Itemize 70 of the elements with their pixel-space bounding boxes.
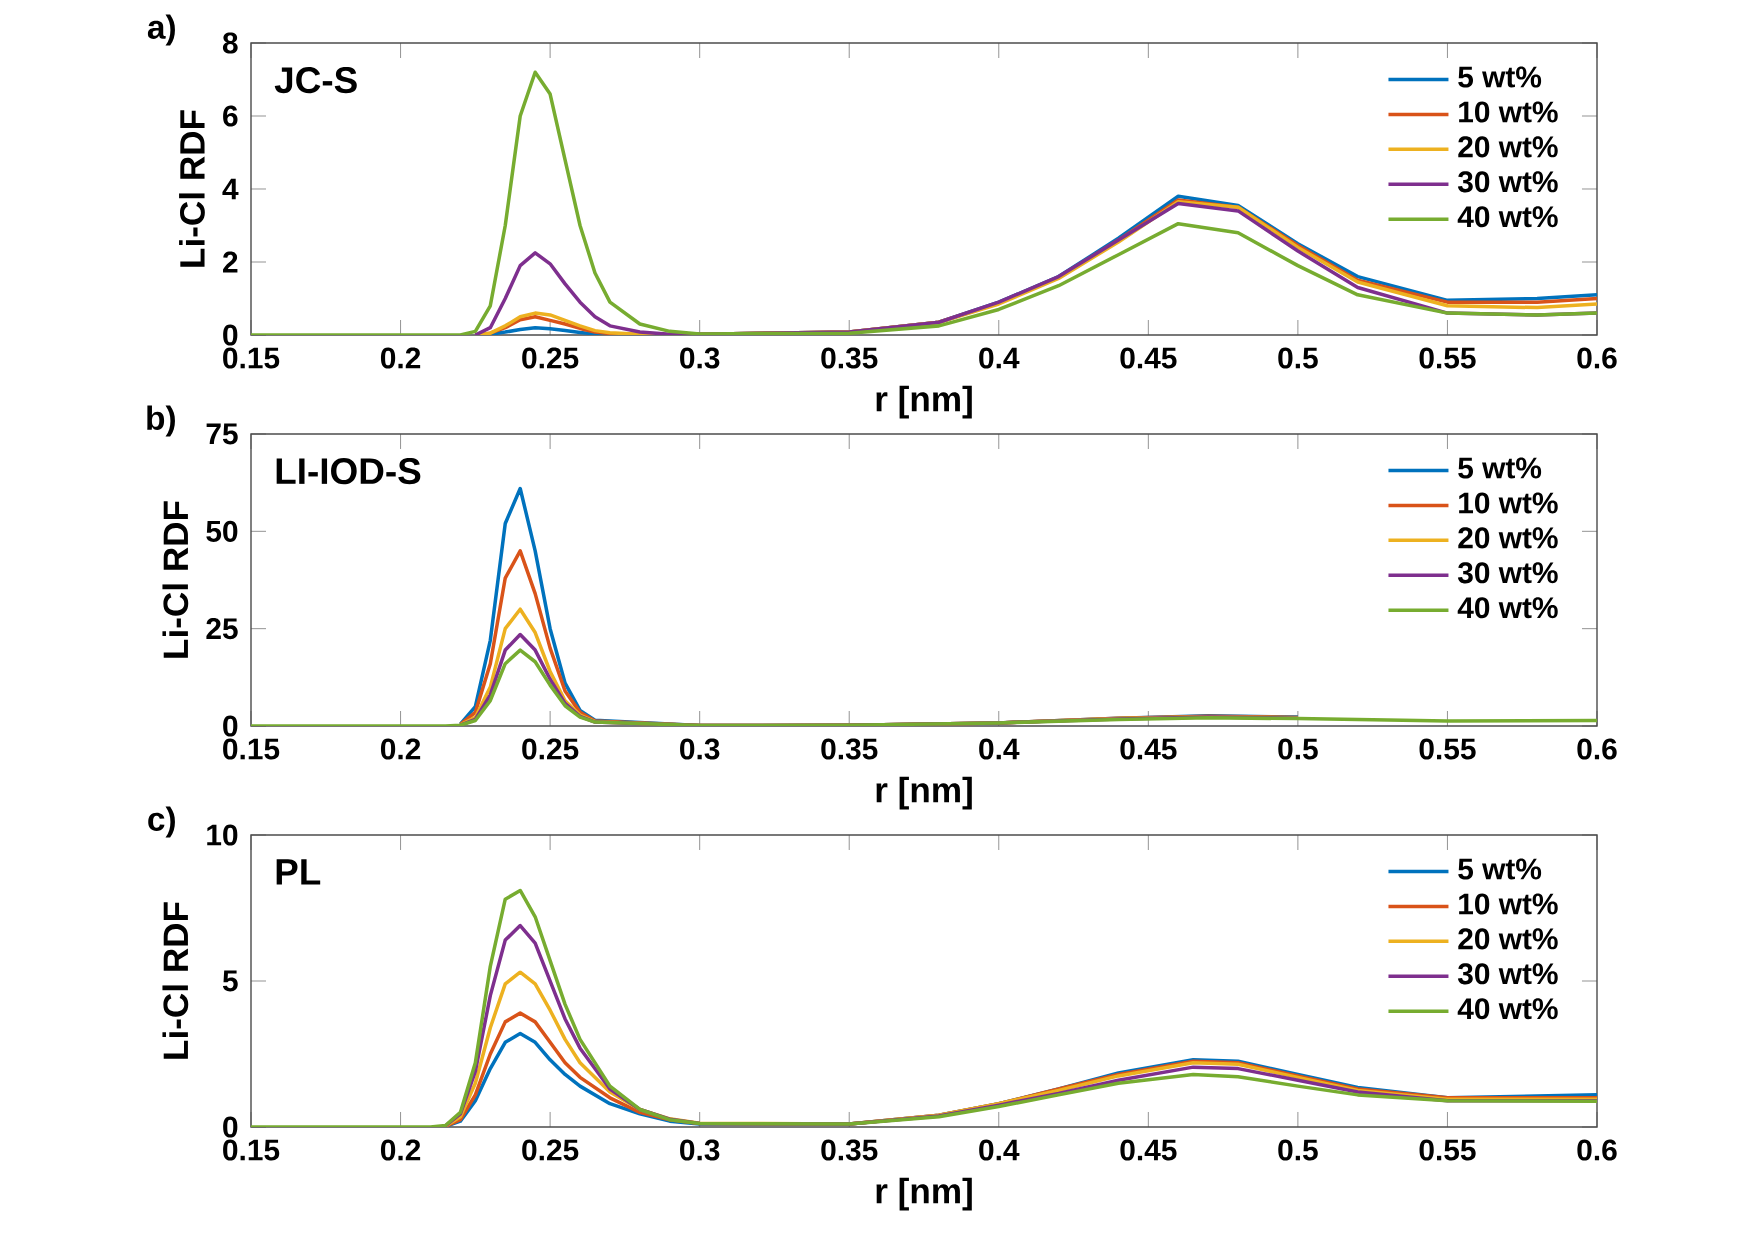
x-tick-label: 0.6 bbox=[1577, 347, 1617, 369]
x-tick-label: 0.35 bbox=[821, 347, 878, 369]
chart-title: PL bbox=[276, 859, 321, 885]
text: b) bbox=[147, 405, 175, 437]
x-tick-label: 0.6 bbox=[1577, 738, 1617, 760]
x-tick-label: 0.5 bbox=[1278, 738, 1318, 760]
x-tick-label: 0.2 bbox=[380, 347, 421, 369]
x-tick-label: 0.45 bbox=[1120, 738, 1177, 760]
x-tick-label: 0.25 bbox=[522, 1139, 579, 1161]
x-tick-label: 0.2 bbox=[380, 738, 421, 760]
x-tick-label: 0.45 bbox=[1120, 347, 1177, 369]
y-tick-label: 6 bbox=[223, 105, 238, 127]
x-tick-label: 0.55 bbox=[1419, 347, 1476, 369]
x-tick-label: 0.4 bbox=[979, 1139, 1020, 1161]
x-tick-label: 0.3 bbox=[680, 738, 720, 760]
line-series bbox=[251, 888, 1597, 1127]
text: JC-S bbox=[274, 67, 357, 94]
legend-label: 20 wt% bbox=[1458, 527, 1558, 549]
y-axis-title: Li-Cl RDF bbox=[162, 902, 189, 1059]
y-axis-title: Li-Cl RDF bbox=[179, 110, 205, 267]
legend-label: 40 wt% bbox=[1457, 206, 1558, 228]
legend-label: 20 wt% bbox=[1458, 136, 1558, 158]
x-tick-label: 0.2 bbox=[380, 1139, 421, 1161]
y-tick-label: 5 bbox=[222, 970, 238, 992]
y-tick-label: 0 bbox=[223, 324, 238, 346]
x-tick-label: 0.35 bbox=[821, 1139, 878, 1161]
x-tick-label: 0.5 bbox=[1278, 1139, 1318, 1161]
text: c) bbox=[148, 806, 175, 838]
x-tick-label: 0.55 bbox=[1419, 738, 1476, 760]
x-tick-label: 0.4 bbox=[979, 738, 1020, 760]
legend-label: 5 wt% bbox=[1458, 858, 1542, 880]
y-tick-label: 8 bbox=[222, 32, 238, 54]
legend-label: 40 wt% bbox=[1457, 998, 1558, 1020]
legend-label: 10 wt% bbox=[1459, 101, 1558, 123]
legend-label: 40 wt% bbox=[1457, 597, 1558, 619]
text: a) bbox=[147, 14, 175, 46]
y-tick-label: 0 bbox=[223, 715, 238, 737]
x-axis-title: r [nm] bbox=[876, 1177, 972, 1211]
y-tick-label: 25 bbox=[206, 618, 238, 640]
x-axis-title: r [nm] bbox=[876, 776, 972, 810]
legend-label: 20 wt% bbox=[1458, 928, 1558, 950]
legend-label: 30 wt% bbox=[1457, 171, 1558, 193]
y-tick-label: 50 bbox=[206, 520, 238, 542]
x-tick-label: 0.35 bbox=[821, 738, 878, 760]
x-tick-label: 0.15 bbox=[223, 738, 280, 760]
y-axis-title: Li-Cl RDF bbox=[162, 501, 189, 658]
x-axis-title: r [nm] bbox=[876, 385, 972, 419]
x-tick-label: 0.55 bbox=[1419, 1139, 1476, 1161]
x-tick-label: 0.5 bbox=[1278, 347, 1318, 369]
y-tick-label: 75 bbox=[206, 423, 238, 445]
legend-label: 10 wt% bbox=[1459, 893, 1558, 915]
x-tick-label: 0.4 bbox=[979, 347, 1020, 369]
x-tick-label: 0.3 bbox=[680, 1139, 720, 1161]
legend-label: 5 wt% bbox=[1458, 457, 1542, 479]
x-tick-label: 0.45 bbox=[1120, 1139, 1177, 1161]
legend-label: 5 wt% bbox=[1458, 66, 1542, 88]
y-tick-label: 0 bbox=[223, 1116, 238, 1138]
x-tick-label: 0.15 bbox=[223, 1139, 280, 1161]
legend-label: 10 wt% bbox=[1459, 492, 1558, 514]
x-tick-label: 0.6 bbox=[1577, 1139, 1617, 1161]
x-tick-label: 0.25 bbox=[522, 738, 579, 760]
x-tick-label: 0.15 bbox=[223, 347, 280, 369]
y-tick-label: 2 bbox=[223, 251, 238, 273]
legend-label: 30 wt% bbox=[1457, 562, 1558, 584]
text: LI-IOD-S bbox=[276, 458, 421, 485]
x-tick-label: 0.25 bbox=[522, 347, 579, 369]
y-tick-label: 10 bbox=[207, 824, 238, 846]
x-tick-label: 0.3 bbox=[680, 347, 720, 369]
legend-label: 30 wt% bbox=[1457, 963, 1558, 985]
y-tick-label: 4 bbox=[222, 178, 239, 200]
